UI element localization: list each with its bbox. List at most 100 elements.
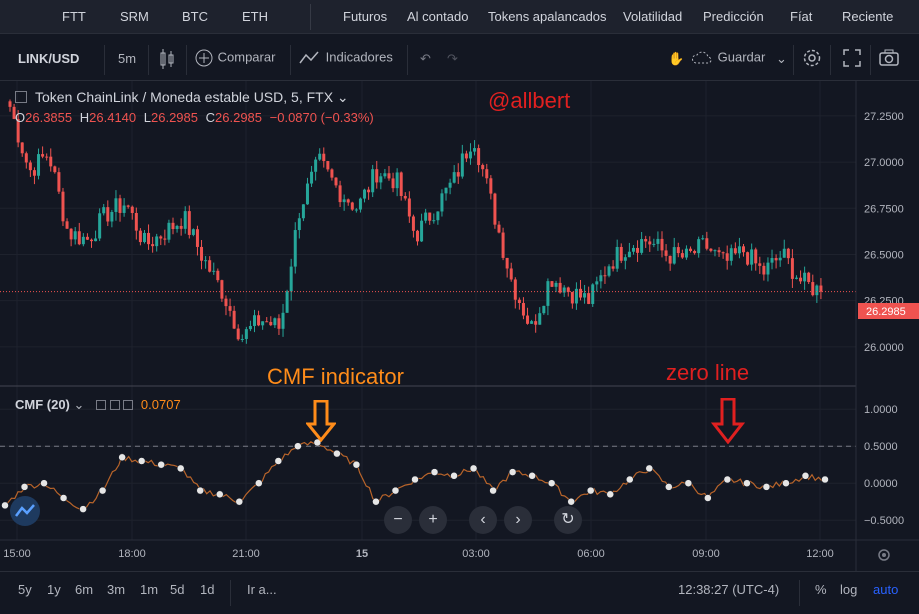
cmf-axis[interactable]: −0.5000 0.0000 0.5000 1.0000 — [864, 404, 904, 527]
candle-body — [155, 236, 159, 247]
symbol-search[interactable]: LINK/USD — [18, 51, 80, 66]
tradingview-logo-icon[interactable] — [10, 496, 40, 526]
chevron-down-icon[interactable]: ⌄ — [333, 89, 349, 105]
grab-hand-icon[interactable]: ✋ — [668, 51, 685, 66]
range-1m[interactable]: 1m — [140, 582, 159, 597]
scroll-left-button[interactable]: ‹ — [469, 506, 497, 534]
reset-chart-button[interactable]: ↻ — [554, 506, 582, 534]
camera-icon[interactable] — [878, 48, 900, 71]
nav-item-tokens-apalancados[interactable]: Tokens apalancados — [488, 9, 607, 24]
candle-body — [416, 230, 419, 242]
price-tick-label: 26.0000 — [864, 342, 904, 354]
settings-gear-icon[interactable] — [802, 48, 822, 71]
auto-toggle[interactable]: auto — [873, 582, 899, 597]
candle-body — [273, 318, 277, 326]
nav-item-al-contado[interactable]: Al contado — [407, 9, 469, 24]
candle-body — [330, 169, 334, 178]
indicators-button[interactable]: Indicadores — [298, 48, 393, 68]
range-1d[interactable]: 1d — [200, 582, 215, 597]
candle-body — [497, 224, 501, 233]
candle-body — [742, 246, 745, 253]
candle-body — [171, 222, 175, 230]
range-6m[interactable]: 6m — [75, 582, 94, 597]
nav-item-volatilidad[interactable]: Volatilidad — [623, 9, 683, 24]
nav-item-reciente[interactable]: Reciente — [842, 9, 894, 24]
cmf-point — [98, 486, 107, 495]
cmf-point — [743, 479, 751, 487]
nav-item-btc[interactable]: BTC — [182, 9, 208, 24]
nav-item-prediccion[interactable]: Predicción — [703, 9, 764, 24]
cmf-point — [313, 438, 322, 447]
compare-label: Comparar — [217, 49, 276, 65]
candle-body — [542, 305, 546, 314]
candle-body — [517, 299, 521, 304]
gear-icon[interactable] — [109, 400, 120, 410]
candle-body — [142, 232, 146, 243]
candle-body — [208, 260, 212, 272]
high-value: 26.4140 — [89, 110, 137, 125]
candle-body — [509, 268, 513, 280]
chevron-down-icon[interactable]: ⌄ — [776, 51, 787, 66]
last-price-tag-label: 26.2985 — [866, 306, 906, 318]
price-grid — [0, 81, 856, 540]
zoom-in-button[interactable]: + — [419, 506, 447, 534]
nav-item-futuros[interactable]: Futuros — [343, 9, 388, 24]
undo-icon[interactable]: ↶ — [420, 51, 431, 66]
interval-selector[interactable]: 5m — [118, 51, 137, 66]
candle-body — [448, 182, 452, 188]
candle-body — [57, 172, 61, 192]
candle-body — [371, 169, 375, 193]
scroll-right-button[interactable]: › — [504, 506, 532, 534]
nav-item-ftt[interactable]: FTT — [62, 9, 86, 24]
settings-small-icon[interactable] — [878, 549, 890, 561]
compare-button[interactable]: Comparar — [194, 48, 275, 68]
candle-body — [110, 211, 114, 222]
range-5y[interactable]: 5y — [18, 582, 32, 597]
collapse-icon[interactable] — [15, 91, 27, 103]
high-label: H — [79, 110, 90, 125]
cmf-legend: CMF (20) ⌄ 0.0707 — [15, 397, 181, 413]
time-axis[interactable]: 15:00 18:00 21:00 15 03:00 06:00 09:00 12:00 — [3, 548, 834, 560]
nav-item-eth[interactable]: ETH — [242, 9, 268, 24]
range-3m[interactable]: 3m — [107, 582, 126, 597]
cmf-point — [704, 494, 712, 502]
time-tick-label: 06:00 — [577, 548, 605, 560]
eye-icon[interactable] — [96, 400, 107, 410]
range-5d[interactable]: 5d — [170, 582, 185, 597]
candle-body — [432, 220, 436, 222]
candle-body — [587, 293, 591, 304]
percent-toggle[interactable]: % — [815, 582, 827, 597]
price-tick-label: 27.0000 — [864, 157, 904, 169]
save-button[interactable]: Guardar — [690, 48, 765, 68]
candle-body — [762, 265, 766, 275]
nav-item-fiat[interactable]: Fíat — [790, 9, 813, 24]
candle-body — [652, 243, 656, 245]
close-icon[interactable] — [123, 400, 134, 410]
zoom-out-button[interactable]: − — [384, 506, 412, 534]
goto-date-button[interactable]: Ir a... — [247, 582, 277, 597]
candle-type-icon[interactable] — [158, 47, 176, 74]
clock-time[interactable]: 12:38:27 (UTC-4) — [678, 582, 780, 597]
candle-body — [452, 172, 456, 183]
time-tick-label: 09:00 — [692, 548, 720, 560]
candle-body — [636, 247, 640, 253]
arrow-down-icon — [711, 398, 745, 444]
chevron-down-icon[interactable]: ⌄ — [69, 397, 85, 412]
range-1y[interactable]: 1y — [47, 582, 61, 597]
candle-body — [501, 232, 505, 258]
candle-body — [391, 178, 395, 189]
nav-item-srm[interactable]: SRM — [120, 9, 149, 24]
change-value: −0.0870 (−0.33%) — [269, 110, 374, 125]
candle-body — [183, 211, 187, 229]
series-title[interactable]: Token ChainLink / Moneda estable USD, 5,… — [35, 89, 334, 105]
chart-area[interactable]: 26.000026.250026.500026.750027.000027.25… — [0, 81, 919, 571]
candle-body — [460, 153, 464, 177]
redo-icon[interactable]: ↷ — [447, 51, 458, 66]
candle-body — [138, 230, 142, 243]
fullscreen-icon[interactable] — [842, 48, 862, 71]
candle-body — [562, 287, 566, 293]
log-toggle[interactable]: log — [840, 582, 858, 597]
candle-body — [102, 207, 106, 214]
cmf-title[interactable]: CMF (20) — [15, 397, 70, 412]
price-tick-label: 26.5000 — [864, 249, 904, 261]
